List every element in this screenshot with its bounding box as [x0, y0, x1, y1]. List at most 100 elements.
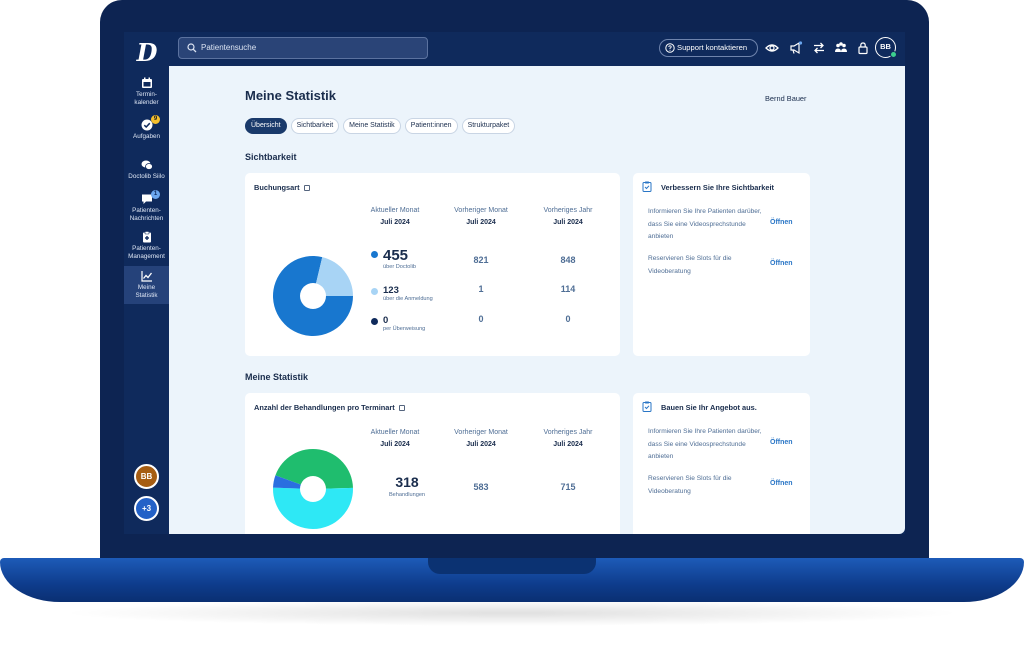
col-period: Juli 2024: [380, 441, 410, 448]
tip-open-link[interactable]: Öffnen: [770, 439, 793, 446]
main-content: Meine Statistik Bernd Bauer Übersicht Si…: [169, 66, 905, 534]
online-status-dot: [890, 51, 897, 58]
sidebar-item-label: Doctolib Siilo: [128, 173, 165, 180]
tab-patients[interactable]: Patient:innen: [404, 118, 458, 134]
col-period: Juli 2024: [553, 219, 583, 226]
account-initials: BB: [880, 42, 891, 51]
col-current-month: Aktueller Monat Juli 2024: [355, 206, 435, 227]
info-icon[interactable]: [303, 185, 310, 191]
col-previous-month: Vorheriger Monat Juli 2024: [441, 428, 521, 449]
app-screen: D Termin- kalender Aufgaben 9 Doctolib S…: [124, 32, 905, 534]
treatments-card: Anzahl der Behandlungen pro Terminart Ak…: [245, 393, 620, 534]
pie-slice: [275, 449, 353, 489]
laptop-shadow: [60, 600, 964, 626]
prev-month-referral: 0: [478, 314, 484, 324]
swap-arrows-icon[interactable]: [812, 41, 826, 55]
lock-icon[interactable]: [856, 41, 870, 55]
sidebar-item-label: Patienten- Nachrichten: [129, 207, 164, 222]
stat-total-treatments: 318 Behandlungen: [377, 474, 437, 498]
booking-type-card: Buchungsart Aktueller Monat Juli 2024 Vor…: [245, 173, 620, 356]
pie-slice: [273, 487, 353, 529]
offer-tips-card: Bauen Sie Ihr Angebot aus. Informieren S…: [633, 393, 810, 534]
stat-referral: 0 per Überweisung: [383, 315, 425, 332]
user-name: Bernd Bauer: [765, 94, 807, 103]
page-title: Meine Statistik: [245, 88, 337, 103]
col-previous-year: Vorheriges Jahr Juli 2024: [528, 206, 608, 227]
stat-label: über Doctolib: [383, 264, 416, 270]
booking-type-pie-chart: [273, 256, 353, 336]
booking-type-title: Buchungsart: [254, 183, 310, 192]
tab-visibility[interactable]: Sichtbarkeit: [290, 118, 340, 134]
statistics-section-title: Meine Statistik: [245, 372, 309, 382]
sidebar-item-calendar[interactable]: Termin- kalender: [124, 77, 169, 109]
booking-type-title-text: Buchungsart: [254, 183, 300, 192]
chat-bubbles-icon: [141, 160, 153, 170]
more-accounts-button[interactable]: +3: [134, 496, 159, 521]
stat-label: Behandlungen: [388, 492, 426, 498]
treatments-title: Anzahl der Behandlungen pro Terminart: [254, 403, 405, 412]
col-current-month: Aktueller Monat Juli 2024: [355, 428, 435, 449]
sidebar-item-label: Patienten- Management: [128, 245, 165, 260]
info-icon[interactable]: [398, 405, 405, 411]
message-icon: [141, 194, 152, 204]
tip-open-link[interactable]: Öffnen: [770, 260, 793, 267]
col-label: Aktueller Monat: [370, 429, 420, 436]
prev-month-registration: 1: [478, 284, 484, 294]
calendar-icon: [141, 77, 152, 88]
sidebar: D Termin- kalender Aufgaben 9 Doctolib S…: [124, 32, 169, 534]
clipboard-check-icon: [642, 181, 652, 192]
col-period: Juli 2024: [466, 219, 496, 226]
doctolib-logo: D: [136, 38, 158, 67]
stat-value: 318: [395, 474, 419, 490]
tip-open-link[interactable]: Öffnen: [770, 219, 793, 226]
col-label: Vorheriges Jahr: [543, 429, 593, 436]
legend-dot-doctolib: [371, 251, 378, 258]
sidebar-item-siilo[interactable]: Doctolib Siilo: [124, 159, 169, 181]
tab-overview[interactable]: Übersicht: [245, 118, 287, 134]
line-chart-icon: [140, 271, 152, 282]
search-placeholder: Patientensuche: [201, 43, 257, 52]
search-input[interactable]: Patientensuche: [178, 37, 428, 59]
tip-text: Reservieren Sie Slots für die Videoberat…: [648, 255, 732, 275]
sidebar-item-label: Meine Statistik: [135, 284, 158, 299]
tasks-badge: 9: [151, 115, 160, 124]
help-icon: [665, 43, 675, 53]
prev-month-doctolib: 821: [473, 255, 489, 265]
sidebar-item-patient-management[interactable]: Patienten- Management: [124, 231, 169, 263]
tip-text: Informieren Sie Ihre Patienten darüber, …: [648, 208, 762, 240]
prev-year-referral: 0: [565, 314, 571, 324]
megaphone-icon[interactable]: [789, 41, 803, 55]
col-period: Juli 2024: [380, 219, 410, 226]
tab-my-statistics[interactable]: Meine Statistik: [343, 118, 401, 134]
offer-tips-title: Bauen Sie Ihr Angebot aus.: [661, 403, 757, 412]
tab-structure-package[interactable]: Strukturpaket: [461, 118, 516, 134]
prev-year-doctolib: 848: [560, 255, 576, 265]
tab-bar: Übersicht Sichtbarkeit Meine Statistik P…: [245, 118, 516, 134]
user-avatar[interactable]: BB: [134, 464, 159, 489]
pie-hole: [300, 283, 326, 309]
sidebar-item-tasks[interactable]: Aufgaben 9: [124, 115, 169, 143]
sidebar-item-statistics[interactable]: Meine Statistik: [124, 266, 169, 304]
sidebar-item-patient-messages[interactable]: Patienten- Nachrichten 1: [124, 190, 169, 225]
col-previous-month: Vorheriger Monat Juli 2024: [441, 206, 521, 227]
stat-registration: 123 über die Anmeldung: [383, 285, 433, 302]
pie-hole: [300, 476, 326, 502]
support-label: Support kontaktieren: [677, 43, 748, 52]
support-button[interactable]: Support kontaktieren: [659, 39, 758, 57]
stat-value: 123: [383, 285, 399, 296]
col-label: Vorheriges Jahr: [543, 207, 593, 214]
clipboard-check-icon: [642, 401, 652, 412]
tip-open-link[interactable]: Öffnen: [770, 480, 793, 487]
account-avatar[interactable]: BB: [875, 37, 897, 58]
stat-label: über die Anmeldung: [383, 296, 433, 302]
team-icon[interactable]: [834, 41, 848, 55]
tip-text: Informieren Sie Ihre Patienten darüber, …: [648, 428, 762, 460]
col-label: Vorheriger Monat: [454, 429, 508, 436]
eye-icon[interactable]: [765, 41, 779, 55]
prev-year-treatments: 715: [560, 482, 576, 492]
stat-doctolib: 455 über Doctolib: [383, 247, 416, 270]
col-previous-year: Vorheriges Jahr Juli 2024: [528, 428, 608, 449]
legend-dot-registration: [371, 288, 378, 295]
treatments-pie-chart: [273, 449, 353, 529]
